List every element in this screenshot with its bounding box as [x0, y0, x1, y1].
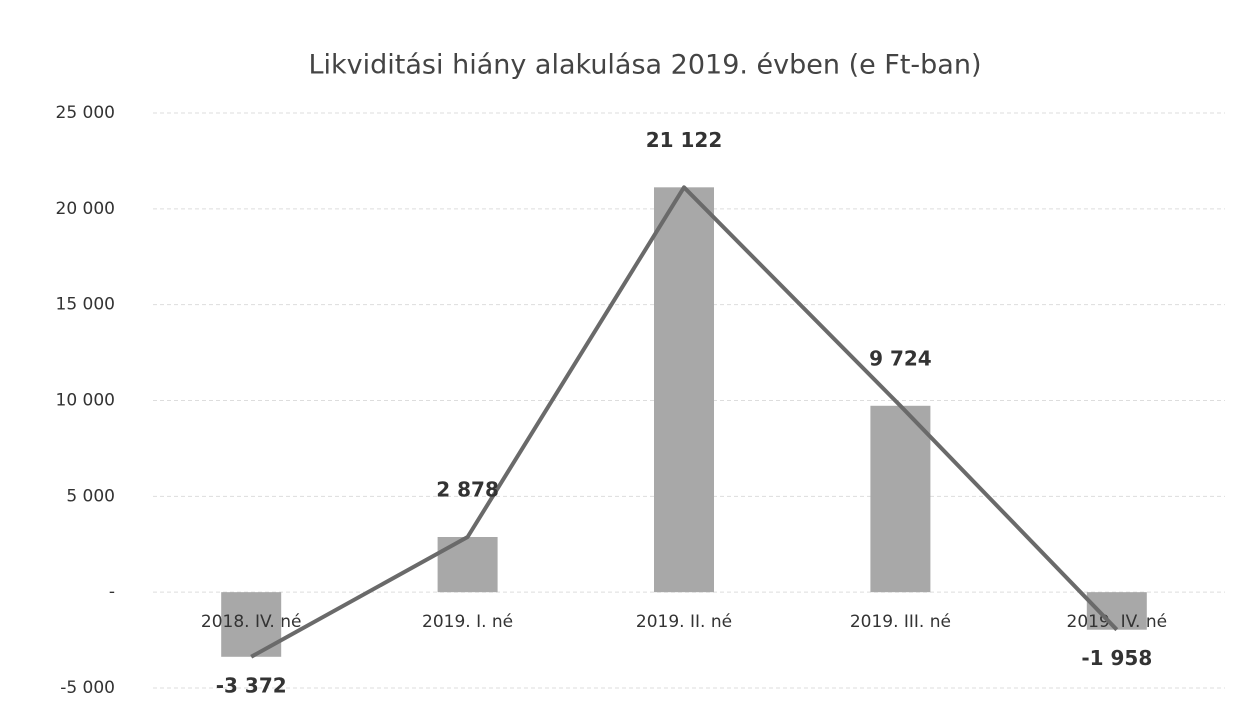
y-tick-label: -5 000	[60, 678, 115, 698]
y-tick-label: -	[109, 582, 115, 602]
data-label: 2 878	[436, 478, 499, 502]
chart-title: Likviditási hiány alakulása 2019. évben …	[309, 50, 982, 81]
data-label: -1 958	[1081, 646, 1152, 670]
y-tick-label: 10 000	[56, 391, 115, 411]
bar	[870, 405, 931, 593]
y-tick-label: 15 000	[56, 295, 115, 315]
x-tick-label: 2018. IV. né	[201, 612, 302, 632]
line	[250, 185, 1119, 659]
x-tick-label: 2019. IV. né	[1067, 612, 1168, 632]
bar	[654, 187, 714, 593]
y-tick-label: 25 000	[56, 103, 115, 123]
data-label: 21 122	[646, 128, 723, 152]
data-label: -3 372	[216, 673, 287, 697]
data-label: 9 724	[869, 346, 932, 370]
y-tick-label: 5 000	[66, 486, 115, 506]
x-tick-label: 2019. III. né	[850, 612, 951, 632]
bar	[437, 537, 498, 593]
y-tick-label: 20 000	[56, 199, 115, 219]
x-tick-label: 2019. II. né	[636, 612, 732, 632]
x-tick-label: 2019. I. né	[422, 612, 513, 632]
